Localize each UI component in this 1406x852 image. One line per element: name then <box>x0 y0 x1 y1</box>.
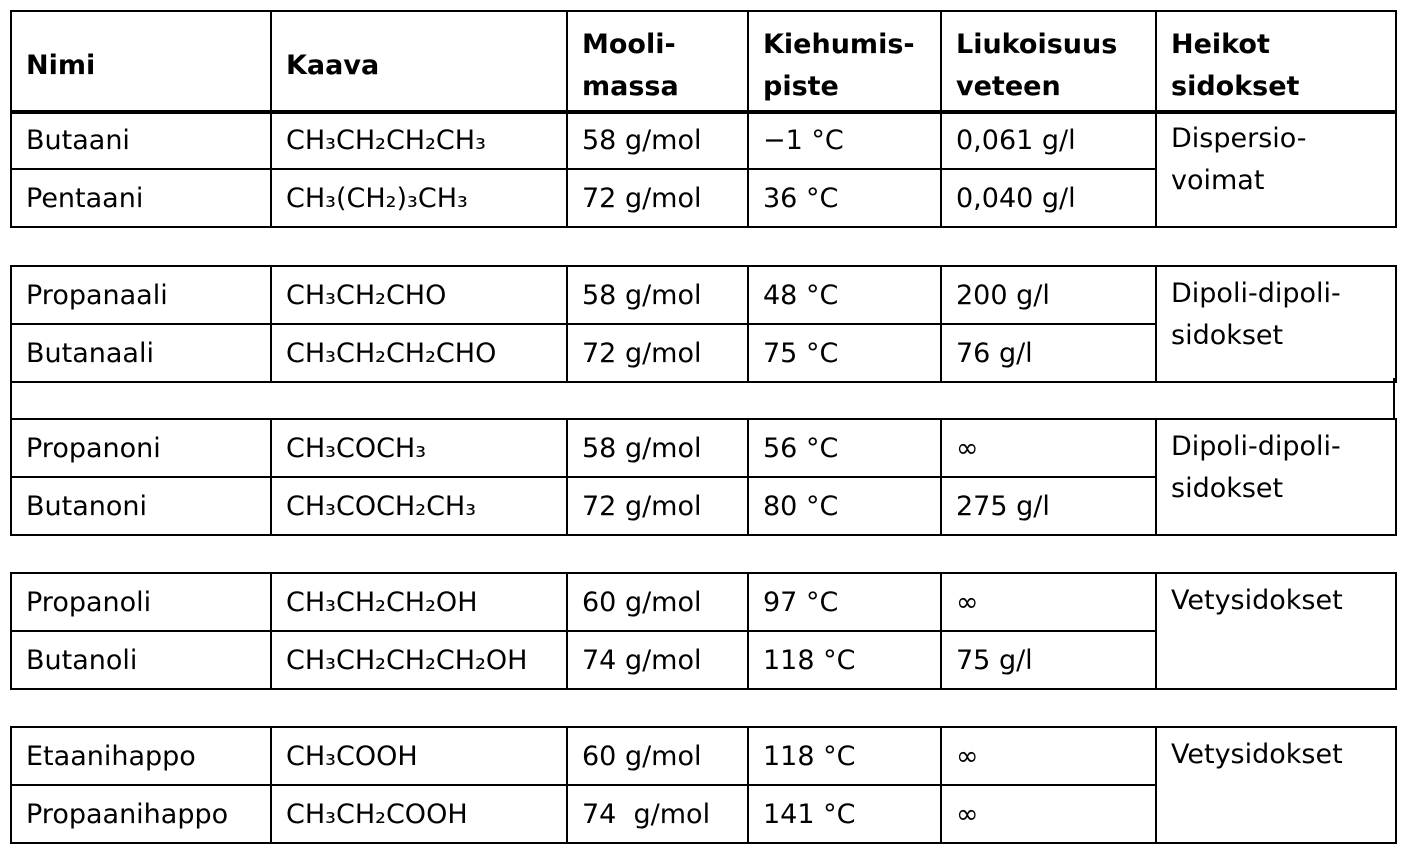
table-cell: 275 g/l <box>940 476 1157 536</box>
header-cell: Heikot sidokset <box>1155 10 1397 114</box>
table-cell: Etaanihappo <box>10 726 272 786</box>
table-cell: CH₃CH₂CHO <box>270 265 568 325</box>
table-cell: 141 °C <box>747 784 942 844</box>
table-cell: 56 °C <box>747 418 942 478</box>
table-cell: ∞ <box>940 418 1157 478</box>
table-cell: CH₃CH₂CH₂CHO <box>270 323 568 383</box>
table-cell: 74 g/mol <box>566 784 749 844</box>
table-cell: 80 °C <box>747 476 942 536</box>
table-cell: 72 g/mol <box>566 168 749 228</box>
table-cell: 60 g/mol <box>566 572 749 632</box>
table-cell: 118 °C <box>747 726 942 786</box>
table-cell: CH₃(CH₂)₃CH₃ <box>270 168 568 228</box>
table-cell: 58 g/mol <box>566 418 749 478</box>
table-cell: 75 °C <box>747 323 942 383</box>
header-cell: Liukoisuus veteen <box>940 10 1157 114</box>
table-cell: Propanaali <box>10 265 272 325</box>
bond-cell: Dipoli-dipoli- sidokset <box>1155 418 1397 536</box>
table-cell: 36 °C <box>747 168 942 228</box>
table-cell: −1 °C <box>747 110 942 170</box>
bond-cell: Dispersio- voimat <box>1155 110 1397 228</box>
table-cell: 58 g/mol <box>566 110 749 170</box>
table-cell: CH₃CH₂COOH <box>270 784 568 844</box>
group-spacer <box>10 378 1395 420</box>
table-cell: 74 g/mol <box>566 630 749 690</box>
table-cell: Butaani <box>10 110 272 170</box>
table-cell: ∞ <box>940 784 1157 844</box>
table-cell: ∞ <box>940 726 1157 786</box>
table-cell: CH₃CH₂CH₂CH₂OH <box>270 630 568 690</box>
table-cell: Butanoni <box>10 476 272 536</box>
table-cell: 58 g/mol <box>566 265 749 325</box>
table-cell: 48 °C <box>747 265 942 325</box>
table-cell: CH₃COCH₃ <box>270 418 568 478</box>
table-cell: CH₃COOH <box>270 726 568 786</box>
table-cell: Propanoli <box>10 572 272 632</box>
table-cell: 200 g/l <box>940 265 1157 325</box>
table-cell: 75 g/l <box>940 630 1157 690</box>
header-cell: Mooli- massa <box>566 10 749 114</box>
table-cell: 76 g/l <box>940 323 1157 383</box>
table-cell: CH₃COCH₂CH₃ <box>270 476 568 536</box>
bond-cell: Vetysidokset <box>1155 572 1397 690</box>
table-cell: 0,040 g/l <box>940 168 1157 228</box>
table-cell: Pentaani <box>10 168 272 228</box>
table-cell: CH₃CH₂CH₂CH₃ <box>270 110 568 170</box>
table-cell: Butanoli <box>10 630 272 690</box>
table-cell: 97 °C <box>747 572 942 632</box>
table-cell: 0,061 g/l <box>940 110 1157 170</box>
header-cell: Kiehumis- piste <box>747 10 942 114</box>
table-cell: Propaanihappo <box>10 784 272 844</box>
bond-cell: Dipoli-dipoli- sidokset <box>1155 265 1397 383</box>
table-cell: 72 g/mol <box>566 476 749 536</box>
table-cell: CH₃CH₂CH₂OH <box>270 572 568 632</box>
header-cell: Kaava <box>270 10 568 114</box>
table-cell: Butanaali <box>10 323 272 383</box>
header-cell: Nimi <box>10 10 272 114</box>
table-cell: 60 g/mol <box>566 726 749 786</box>
table-cell: 118 °C <box>747 630 942 690</box>
bond-cell: Vetysidokset <box>1155 726 1397 844</box>
table-cell: ∞ <box>940 572 1157 632</box>
table-cell: 72 g/mol <box>566 323 749 383</box>
table-cell: Propanoni <box>10 418 272 478</box>
